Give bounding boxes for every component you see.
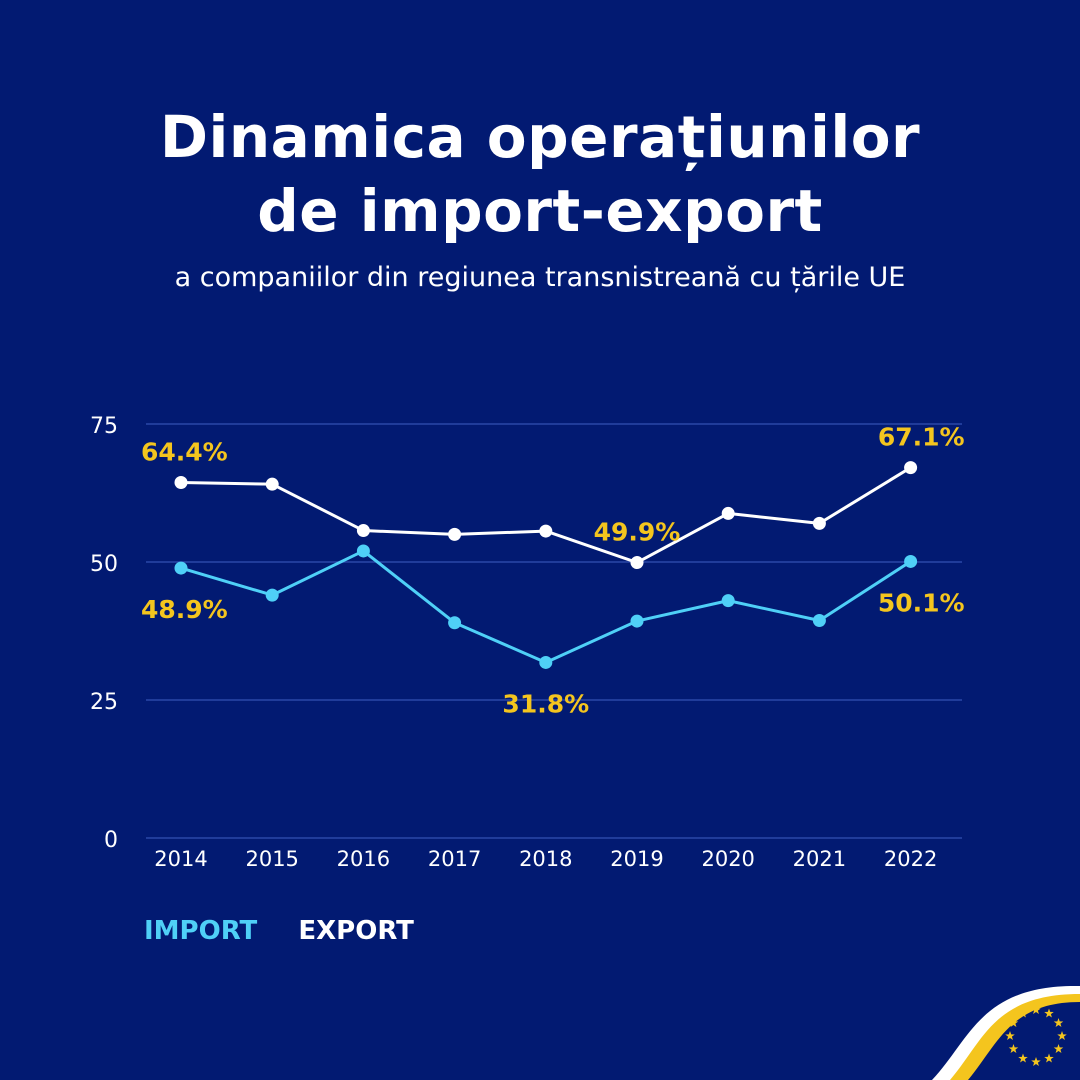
chart-subtitle: a companiilor din regiunea transnistrean… — [174, 262, 906, 293]
chart-title: Dinamica operațiunilor de import-export — [0, 100, 1080, 248]
eu-star-icon — [1008, 1018, 1019, 1028]
eu-star-icon — [1031, 1005, 1041, 1015]
x-tick-label: 2017 — [428, 847, 481, 871]
data-point-export — [630, 556, 644, 570]
eu-stars — [1005, 1005, 1067, 1067]
data-label: 49.9% — [594, 518, 681, 547]
data-point-import — [539, 655, 553, 669]
eu-star-icon — [1044, 1053, 1054, 1063]
title-line-1: Dinamica operațiunilor — [159, 103, 921, 171]
data-point-export — [812, 516, 826, 530]
y-tick-label: 50 — [90, 552, 118, 577]
brand-blue-area — [968, 1002, 1080, 1080]
legend: IMPORT EXPORT — [144, 916, 446, 946]
legend-import: IMPORT — [144, 916, 258, 946]
eu-star-icon — [1018, 1053, 1028, 1063]
y-tick-label: 75 — [90, 414, 118, 439]
data-point-export — [356, 524, 370, 538]
data-point-import — [356, 544, 370, 558]
series-line-import — [180, 549, 912, 664]
x-tick-label: 2021 — [793, 847, 846, 871]
x-tick-label: 2019 — [610, 847, 663, 871]
eu-star-icon — [1005, 1031, 1015, 1041]
series-line-export — [180, 466, 912, 565]
data-label: 67.1% — [878, 423, 965, 452]
data-label: 31.8% — [502, 689, 589, 718]
data-point-export — [448, 527, 462, 541]
eu-flag-icon — [932, 986, 1080, 1080]
eu-star-icon — [1057, 1031, 1067, 1041]
y-tick-label: 25 — [90, 690, 118, 715]
data-point-import — [721, 594, 735, 608]
data-point-import — [904, 554, 918, 568]
data-point-import — [448, 616, 462, 630]
data-point-import — [630, 614, 644, 628]
x-tick-label: 2022 — [884, 847, 937, 871]
x-tick-label: 2015 — [245, 847, 298, 871]
x-tick-label: 2020 — [701, 847, 754, 871]
data-label: 64.4% — [141, 438, 228, 467]
eu-star-icon — [1018, 1008, 1028, 1018]
legend-export: EXPORT — [298, 916, 414, 946]
data-point-export — [721, 506, 735, 520]
y-tick-label: 0 — [104, 828, 118, 853]
data-point-import — [174, 561, 188, 575]
data-point-export — [265, 477, 279, 491]
x-tick-label: 2014 — [154, 847, 207, 871]
data-point-export — [904, 461, 918, 475]
eu-star-icon — [1044, 1008, 1054, 1018]
data-point-import — [812, 614, 826, 628]
eu-star-icon — [1053, 1044, 1064, 1054]
x-tick-label: 2016 — [337, 847, 390, 871]
x-tick-label: 2018 — [519, 847, 572, 871]
eu-star-icon — [1053, 1018, 1064, 1028]
eu-star-icon — [1008, 1044, 1019, 1054]
data-label: 50.1% — [878, 588, 965, 617]
title-line-2: de import-export — [257, 177, 823, 245]
data-point-export — [539, 524, 553, 538]
data-point-import — [265, 588, 279, 602]
data-point-export — [174, 476, 188, 490]
data-label: 48.9% — [141, 595, 228, 624]
eu-star-icon — [1031, 1057, 1041, 1067]
